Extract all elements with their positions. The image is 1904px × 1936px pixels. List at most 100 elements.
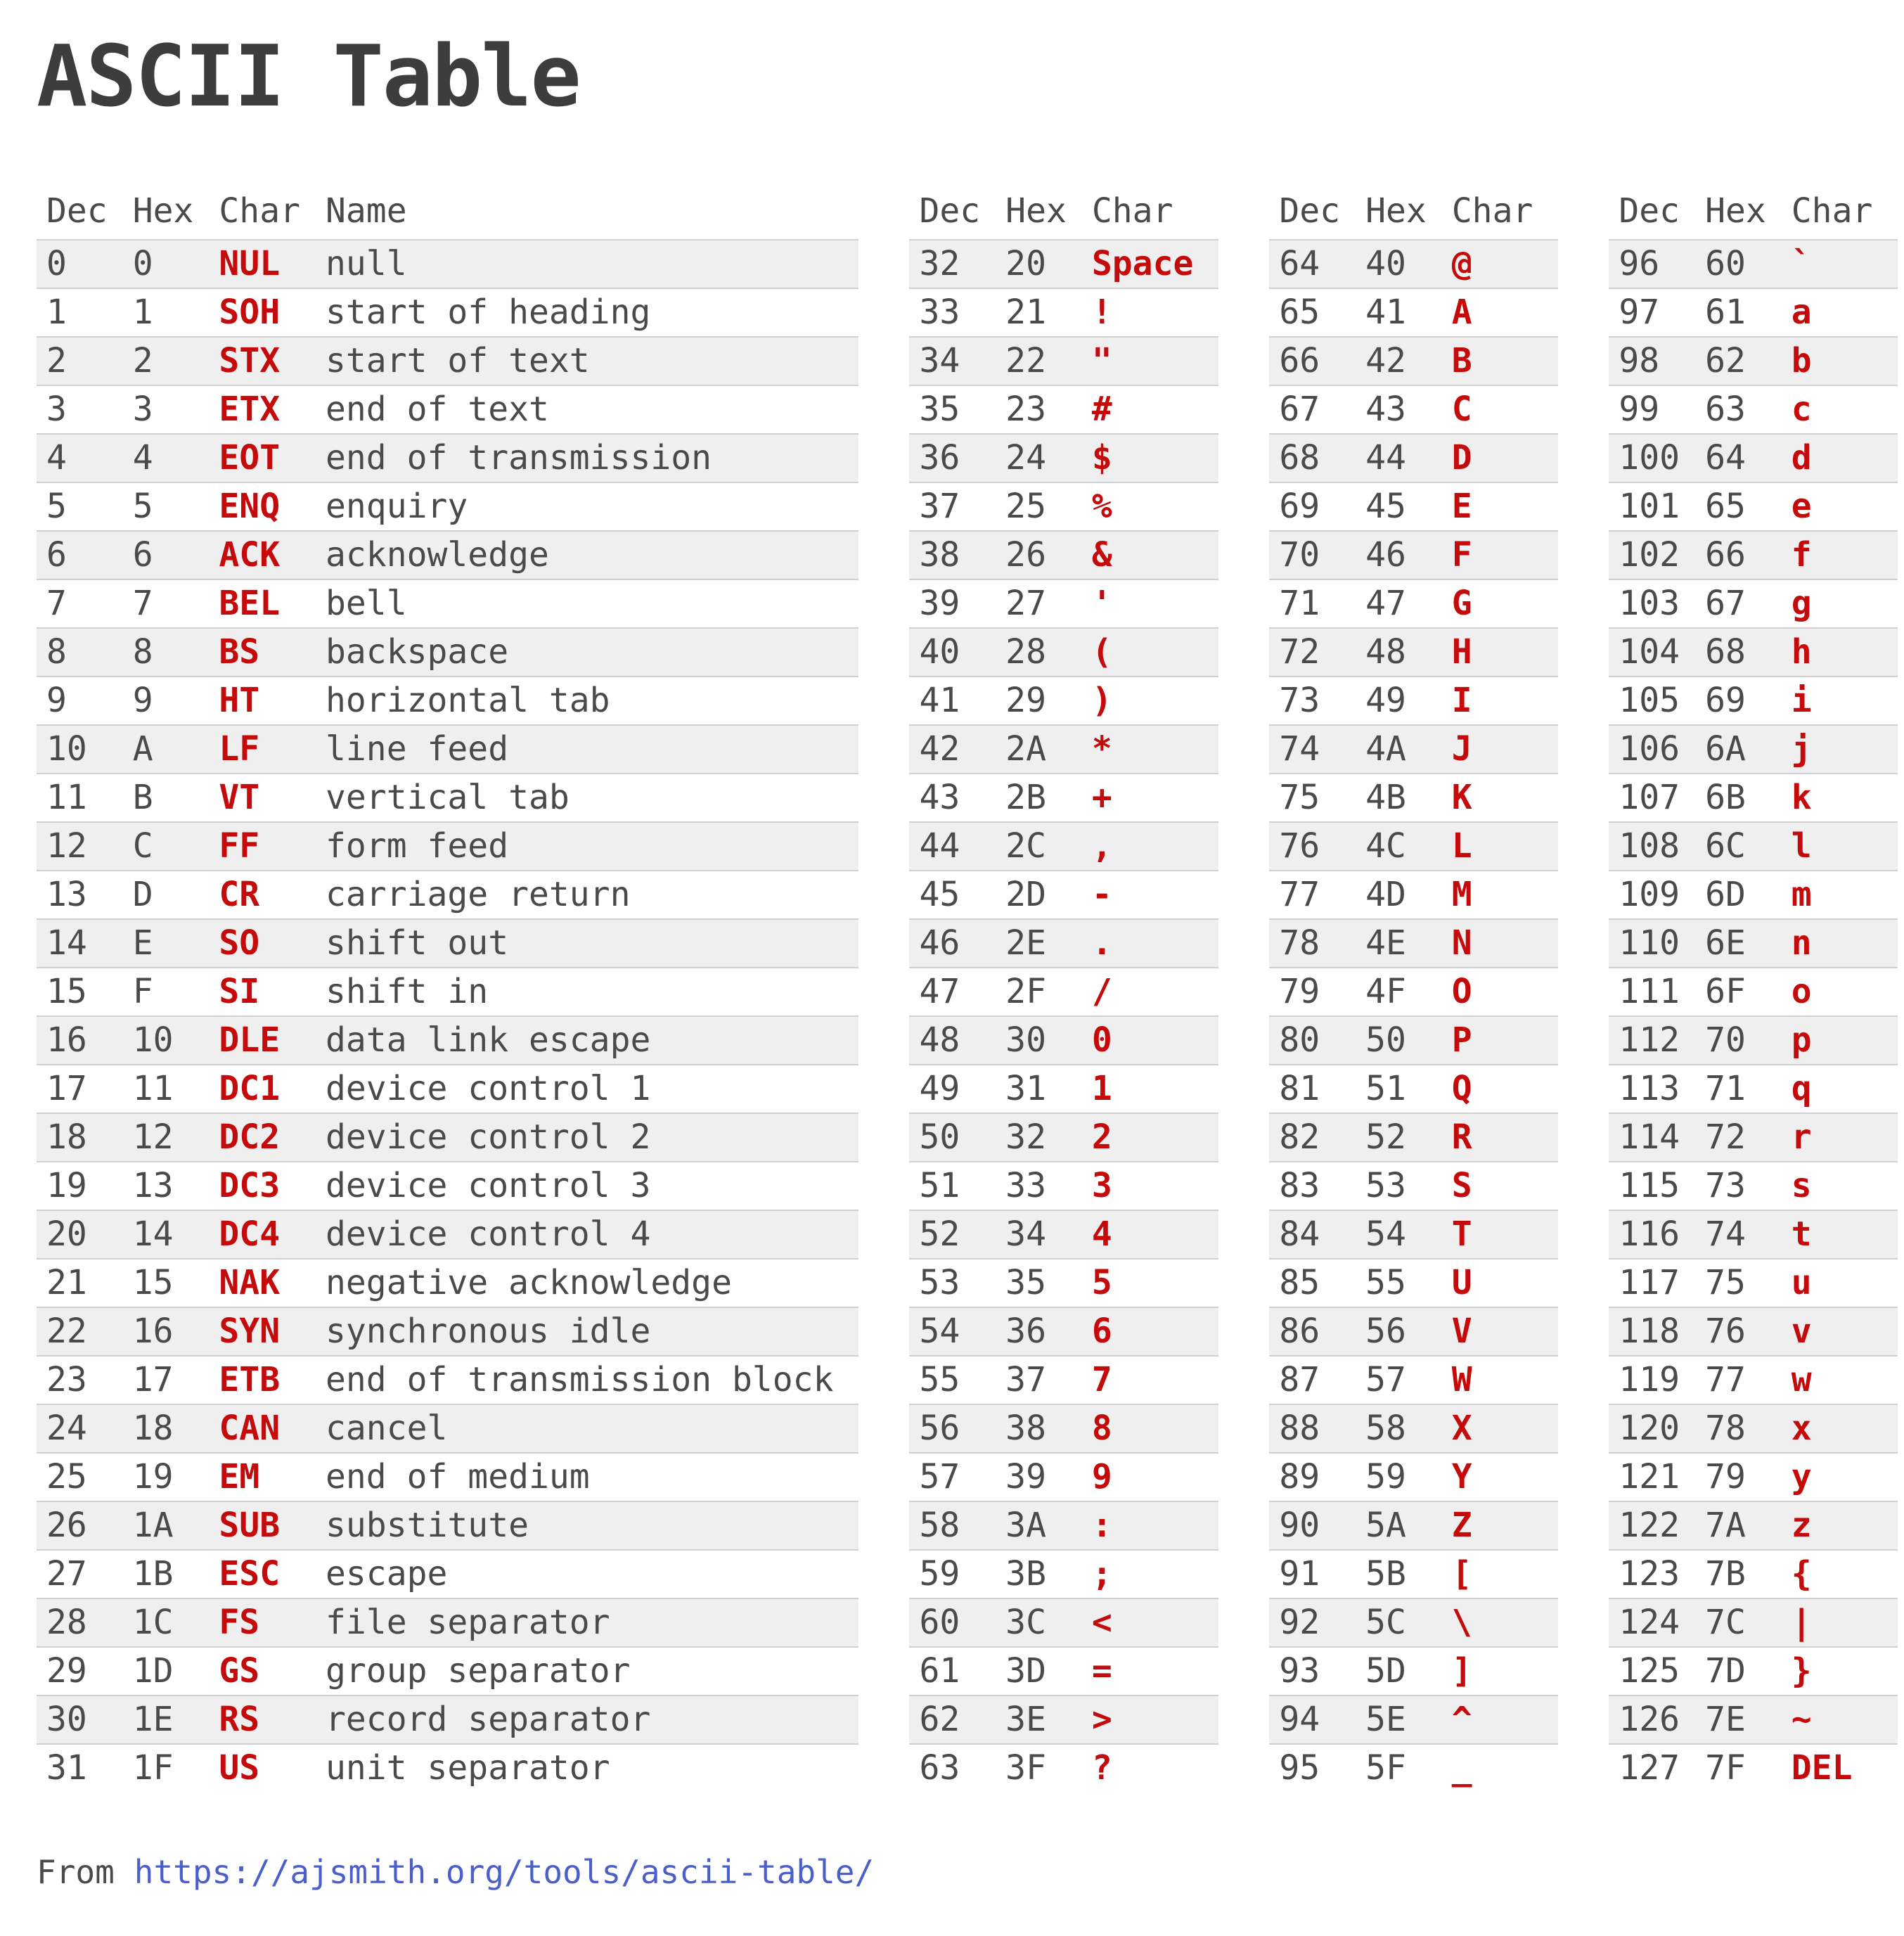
char-cell: :: [1091, 1506, 1112, 1545]
table-row: 91 5B [: [1269, 1550, 1559, 1598]
hex-cell: 50: [1365, 1020, 1406, 1060]
dec-cell: 36: [919, 438, 960, 477]
dec-cell: 79: [1279, 972, 1320, 1011]
hex-cell: 3E: [1005, 1700, 1046, 1739]
table-row: 49 31 1: [909, 1065, 1219, 1113]
char-cell: N: [1451, 923, 1472, 963]
hex-cell: E: [132, 923, 153, 963]
table-row: 110 6E n: [1609, 919, 1898, 968]
char-cell: DC3: [219, 1166, 281, 1205]
hex-cell: 14: [132, 1214, 174, 1254]
char-cell: +: [1091, 778, 1112, 817]
name-cell: vertical tab: [326, 778, 570, 817]
dec-cell: 40: [919, 632, 960, 672]
char-cell: }: [1791, 1651, 1812, 1691]
hex-cell: 76: [1705, 1312, 1746, 1351]
char-cell: FF: [219, 826, 260, 866]
table-row: 38 26 &: [909, 531, 1219, 579]
hex-cell: D: [132, 875, 153, 914]
hex-cell: B: [132, 778, 153, 817]
char-cell: ^: [1451, 1700, 1472, 1739]
char-cell: i: [1791, 681, 1812, 720]
char-cell: s: [1791, 1166, 1812, 1205]
source-link[interactable]: https://ajsmith.org/tools/ascii-table/: [134, 1853, 875, 1891]
column-header-char: Char: [1451, 191, 1533, 231]
dec-cell: 78: [1279, 923, 1320, 963]
dec-cell: 17: [46, 1069, 87, 1108]
dec-cell: 23: [46, 1360, 87, 1399]
dec-cell: 22: [46, 1312, 87, 1351]
name-cell: end of text: [326, 390, 549, 429]
table-row: 98 62 b: [1609, 337, 1898, 385]
name-cell: record separator: [326, 1700, 651, 1739]
dec-cell: 72: [1279, 632, 1320, 672]
hex-cell: 6A: [1705, 729, 1746, 769]
char-cell: 2: [1091, 1117, 1112, 1157]
dec-cell: 55: [919, 1360, 960, 1399]
table-row: 112 70 p: [1609, 1016, 1898, 1065]
char-cell: `: [1791, 244, 1812, 283]
dec-cell: 107: [1619, 778, 1680, 817]
char-cell: c: [1791, 390, 1812, 429]
name-cell: null: [326, 244, 407, 283]
table-row: 23 17 ETB end of transmission block: [37, 1356, 859, 1404]
hex-cell: 8: [132, 632, 153, 672]
dec-cell: 100: [1619, 438, 1680, 477]
hex-cell: 1B: [132, 1554, 174, 1594]
table-row: 85 55 U: [1269, 1259, 1559, 1307]
char-cell: t: [1791, 1214, 1812, 1254]
table-row: 2 2 STX start of text: [37, 337, 859, 385]
table-row: 118 76 v: [1609, 1307, 1898, 1356]
hex-cell: 59: [1365, 1457, 1406, 1496]
table-row: 122 7A z: [1609, 1501, 1898, 1550]
hex-cell: 42: [1365, 341, 1406, 380]
table-row: 81 51 Q: [1269, 1065, 1559, 1113]
column-header-hex: Hex: [1705, 191, 1766, 231]
table-row: 66 42 B: [1269, 337, 1559, 385]
char-cell: $: [1091, 438, 1112, 477]
char-cell: SOH: [219, 293, 281, 332]
table-row: 51 33 3: [909, 1162, 1219, 1210]
dec-cell: 39: [919, 584, 960, 623]
hex-cell: 34: [1005, 1214, 1046, 1254]
name-cell: acknowledge: [326, 535, 549, 575]
char-cell: 4: [1091, 1214, 1112, 1254]
dec-cell: 29: [46, 1651, 87, 1691]
char-cell: RS: [219, 1700, 260, 1739]
char-cell: .: [1091, 923, 1112, 963]
dec-cell: 97: [1619, 293, 1660, 332]
char-cell: H: [1451, 632, 1472, 672]
char-cell: d: [1791, 438, 1812, 477]
char-cell: ~: [1791, 1700, 1812, 1739]
table-row: 62 3E >: [909, 1695, 1219, 1744]
table-row: 35 23 #: [909, 385, 1219, 434]
name-cell: start of heading: [326, 293, 651, 332]
table-row: 46 2E.: [909, 919, 1219, 968]
table-row: 10 A LF line feed: [37, 725, 859, 774]
hex-cell: 37: [1005, 1360, 1046, 1399]
name-cell: substitute: [326, 1506, 529, 1545]
page-title: ASCII Table: [37, 28, 581, 126]
char-cell: BS: [219, 632, 260, 672]
char-cell: ENQ: [219, 487, 281, 526]
table-row: 64 40 @: [1269, 240, 1559, 288]
hex-cell: 5D: [1365, 1651, 1406, 1691]
name-cell: unit separator: [326, 1748, 610, 1788]
hex-cell: 3C: [1005, 1603, 1046, 1642]
hex-cell: 6C: [1705, 826, 1746, 866]
dec-cell: 35: [919, 390, 960, 429]
hex-cell: 61: [1705, 293, 1746, 332]
dec-cell: 126: [1619, 1700, 1680, 1739]
hex-cell: 54: [1365, 1214, 1406, 1254]
table-row: 43 2B +: [909, 774, 1219, 822]
char-cell: SI: [219, 972, 260, 1011]
table-row: 3 3 ETX end of text: [37, 385, 859, 434]
hex-cell: 4E: [1365, 923, 1406, 963]
char-cell: R: [1451, 1117, 1472, 1157]
dec-cell: 10: [46, 729, 87, 769]
char-cell: E: [1451, 487, 1472, 526]
table-row: 39 27 ': [909, 579, 1219, 628]
table-row: 92 5C \: [1269, 1598, 1559, 1647]
source-note: From https://ajsmith.org/tools/ascii-tabl…: [37, 1852, 1883, 1894]
hex-cell: 5B: [1365, 1554, 1406, 1594]
